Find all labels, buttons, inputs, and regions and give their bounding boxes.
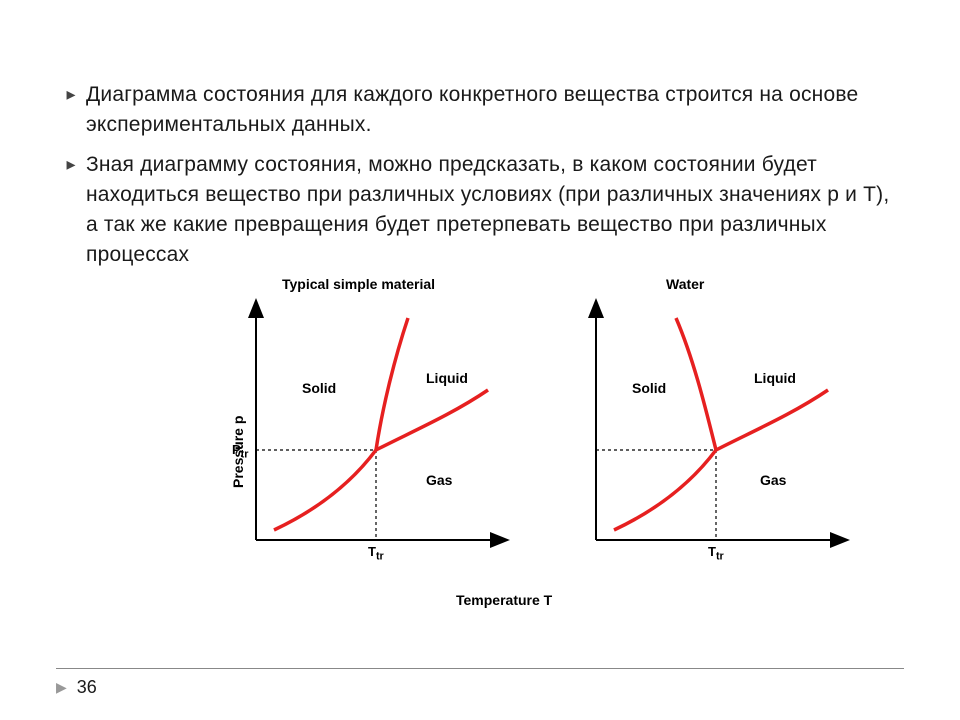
bullet-item: ▸ Диаграмма состояния для каждого конкре… (56, 80, 904, 140)
bullet-item: ▸ Зная диаграмму состояния, можно предск… (56, 150, 904, 270)
phase-diagram-svg (196, 280, 536, 580)
bullet-marker-icon: ▸ (56, 150, 86, 270)
phase-diagram-typical: Typical simple material Pressure p Ptr T… (196, 280, 536, 600)
fusion-curve (676, 318, 716, 450)
region-solid-label: Solid (632, 380, 666, 396)
bullet-text: Зная диаграмму состояния, можно предсказ… (86, 150, 904, 270)
panel-title: Water (666, 276, 704, 292)
panel-title: Typical simple material (282, 276, 435, 292)
footer-divider (56, 668, 904, 669)
page-number: 36 (77, 677, 97, 698)
x-axis-label: Temperature T (456, 592, 552, 608)
region-solid-label: Solid (302, 380, 336, 396)
region-gas-label: Gas (426, 472, 452, 488)
region-liquid-label: Liquid (754, 370, 796, 386)
vaporization-curve (716, 390, 828, 450)
vaporization-curve (376, 390, 488, 450)
bullet-text: Диаграмма состояния для каждого конкретн… (86, 80, 904, 140)
slide-footer: ▶ 36 (56, 668, 904, 698)
slide: ▸ Диаграмма состояния для каждого конкре… (0, 0, 960, 720)
bullet-marker-icon: ▸ (56, 80, 86, 140)
t-triple-label: Ttr (368, 544, 384, 563)
footer-marker-icon: ▶ (56, 679, 67, 696)
region-gas-label: Gas (760, 472, 786, 488)
sublimation-curve (274, 450, 376, 530)
phase-diagram-water: Water Ttr Solid Liquid Gas (536, 280, 876, 600)
region-liquid-label: Liquid (426, 370, 468, 386)
fusion-curve (376, 318, 408, 450)
t-triple-label: Ttr (708, 544, 724, 563)
phase-diagram-svg (536, 280, 876, 580)
p-triple-label: Ptr (232, 442, 249, 461)
sublimation-curve (614, 450, 716, 530)
phase-diagram-figure: Typical simple material Pressure p Ptr T… (56, 280, 904, 620)
